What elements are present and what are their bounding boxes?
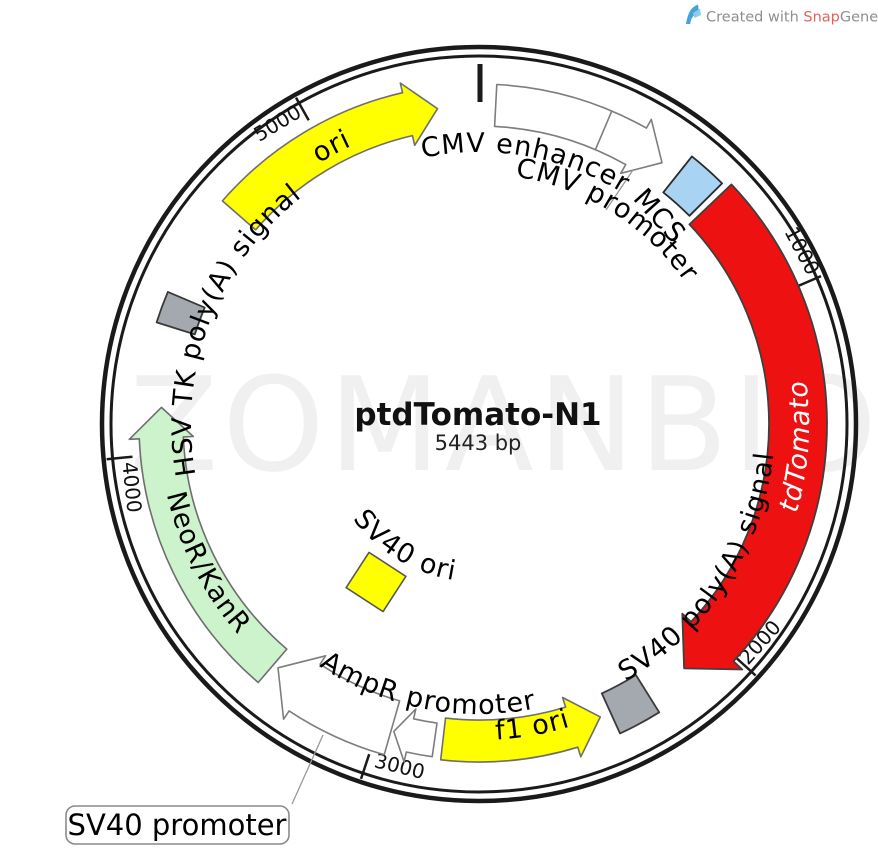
ampr-promoter-arrow[interactable] bbox=[393, 708, 438, 763]
sv40-promoter-label[interactable]: SV40 promoter bbox=[68, 808, 287, 842]
cmv-enhancer-promoter-divider bbox=[594, 110, 613, 151]
plasmid-name: ptdTomato-N1 bbox=[354, 397, 601, 433]
snapgene-logo-icon-accent bbox=[693, 8, 701, 18]
credit-text: Created with SnapGene® bbox=[706, 10, 878, 26]
tick-marks bbox=[106, 64, 822, 780]
cmv-enhancer-promoter-arrow[interactable] bbox=[493, 83, 663, 175]
tick-1000 bbox=[796, 274, 822, 288]
sv40-polya-feature[interactable] bbox=[600, 674, 661, 735]
watermark: ZOMANBIO bbox=[129, 349, 878, 501]
ori-feature[interactable] bbox=[221, 82, 439, 231]
plasmid-backbone bbox=[99, 44, 859, 804]
plasmid-size: 5443 bp bbox=[435, 431, 522, 455]
cmv-promoter-callout-line bbox=[605, 169, 634, 211]
sv40-promoter-arrow[interactable] bbox=[277, 655, 401, 756]
sv40-promoter-callout-line bbox=[291, 734, 324, 805]
hsvtk-polya-feature[interactable] bbox=[155, 291, 206, 336]
tick-3000 bbox=[359, 753, 371, 780]
sv40-promoter-callout[interactable]: SV40 promoter bbox=[65, 805, 290, 845]
tick-2000 bbox=[735, 657, 757, 677]
tdtomato-feature[interactable] bbox=[681, 183, 828, 671]
sv40-promoter-callout-box[interactable] bbox=[65, 805, 290, 845]
tick-4000 bbox=[106, 455, 133, 461]
snapgene-logo-icon bbox=[686, 4, 699, 24]
sv40-ori-feature[interactable] bbox=[345, 551, 407, 613]
neor-kanr-feature[interactable] bbox=[128, 406, 288, 684]
mcs-feature[interactable] bbox=[662, 155, 723, 217]
tick-5000 bbox=[294, 96, 310, 121]
snapgene-credit: Created with SnapGene® bbox=[686, 4, 878, 26]
f1-ori-feature[interactable] bbox=[439, 696, 602, 763]
